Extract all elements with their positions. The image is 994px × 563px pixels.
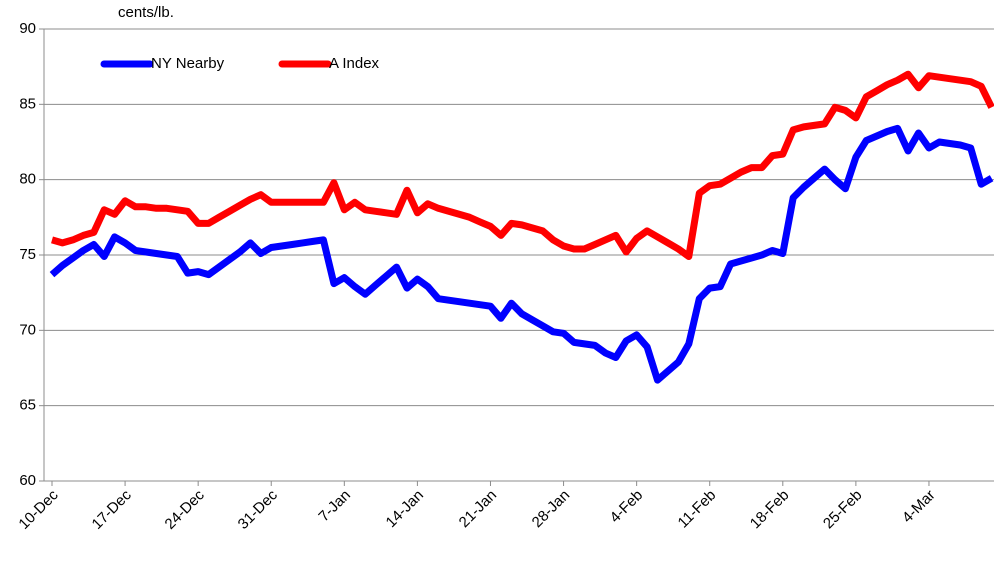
x-tick-label: 31-Dec [235, 486, 282, 533]
x-tick-label: 11-Feb [675, 487, 720, 532]
x-tick-label: 21-Jan [456, 487, 500, 531]
x-tick-label: 7-Jan [315, 487, 354, 526]
y-tick-label: 65 [19, 397, 36, 414]
x-tick-label: 18-Feb [747, 487, 793, 533]
legend-label: A Index [329, 55, 380, 72]
y-tick-label: 80 [19, 171, 36, 188]
x-tick-label: 4-Mar [899, 487, 939, 527]
y-tick-label: 85 [19, 95, 36, 112]
x-tick-label: 4-Feb [607, 487, 647, 527]
series-line [51, 70, 994, 260]
x-tick-label: 17-Dec [88, 486, 135, 533]
y-tick-label: 60 [19, 472, 36, 489]
x-tick-label: 14-Jan [383, 487, 427, 531]
x-tick-label: 24-Dec [162, 486, 209, 533]
y-tick-label: 70 [19, 321, 36, 338]
series-line [49, 124, 994, 384]
y-tick-label: 75 [19, 246, 36, 263]
x-tick-label: 25-Feb [820, 487, 866, 533]
x-tick-label: 28-Jan [529, 487, 573, 531]
x-tick-label: 10-Dec [15, 486, 62, 533]
legend-label: NY Nearby [151, 55, 225, 72]
y-tick-label: 90 [19, 20, 36, 37]
y-axis-label: cents/lb. [118, 4, 174, 21]
